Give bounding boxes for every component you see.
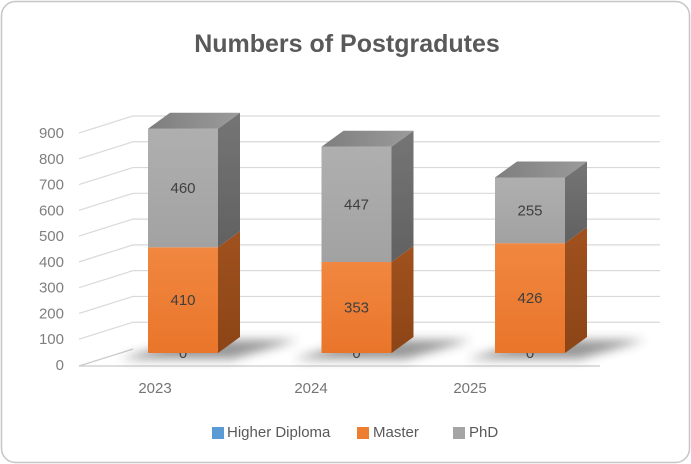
legend-item-master[interactable]: Master	[357, 424, 419, 441]
y-gridline	[78, 218, 660, 237]
y-tick-label: 300	[39, 280, 64, 297]
y-gridline	[78, 192, 660, 211]
y-gridline	[78, 270, 660, 289]
bar-top-face[interactable]	[495, 161, 587, 178]
category-label: 2023	[138, 380, 171, 397]
y-tick-label: 0	[56, 357, 64, 374]
legend-label: PhD	[469, 424, 498, 441]
data-label-phd-2024: 447	[344, 196, 369, 213]
chart-title[interactable]: Numbers of Postgradutes	[194, 30, 500, 58]
y-gridline	[78, 115, 660, 134]
bar-segment-master-2023[interactable]	[148, 247, 218, 353]
data-label-higher-diploma-2025: 0	[526, 345, 534, 362]
y-gridline	[78, 244, 660, 263]
bar-top-face[interactable]	[148, 112, 240, 129]
y-gridline	[78, 141, 660, 160]
y-tick-label: 200	[39, 305, 64, 322]
legend-swatch-icon	[212, 427, 224, 439]
bar-segment-side-phd[interactable]	[565, 161, 587, 244]
floor-left-edge	[78, 348, 134, 367]
y-tick-label: 800	[39, 151, 64, 168]
bar-segment-side-phd[interactable]	[218, 112, 240, 248]
data-label-master-2023: 410	[170, 292, 195, 309]
y-tick-label: 100	[39, 331, 64, 348]
bar-segment-side-phd[interactable]	[391, 130, 414, 262]
y-gridline	[78, 321, 660, 340]
data-label-phd-2025: 255	[517, 202, 542, 219]
y-tick-label: 900	[39, 125, 64, 142]
legend-swatch-icon	[357, 427, 369, 439]
bar-segment-side-master[interactable]	[218, 231, 240, 353]
bar-segment-phd-2024[interactable]	[321, 146, 392, 262]
bar-segment-phd-2025[interactable]	[495, 177, 565, 244]
y-gridline	[78, 166, 660, 186]
bar-segment-master-2024[interactable]	[321, 261, 392, 353]
data-label-higher-diploma-2023: 0	[179, 345, 187, 362]
bar-segment-side-master[interactable]	[391, 245, 414, 353]
y-tick-label: 400	[39, 254, 64, 271]
bar-segment-phd-2023[interactable]	[148, 128, 218, 248]
data-label-higher-diploma-2024: 0	[352, 345, 360, 362]
data-label-master-2024: 353	[344, 299, 369, 316]
y-tick-label: 600	[39, 202, 64, 219]
bar-top-face[interactable]	[321, 130, 414, 147]
category-label: 2024	[294, 380, 327, 397]
legend-label: Higher Diploma	[227, 424, 331, 441]
data-label-master-2025: 426	[517, 290, 542, 307]
y-gridline	[78, 295, 660, 315]
y-tick-label: 500	[39, 228, 64, 245]
legend-item-higher-diploma[interactable]: Higher Diploma	[212, 424, 331, 441]
legend-swatch-icon	[453, 427, 465, 439]
legend-item-phd[interactable]: PhD	[453, 424, 498, 441]
bar-segment-master-2025[interactable]	[495, 243, 565, 353]
category-label: 2025	[453, 380, 486, 397]
y-tick-label: 700	[39, 177, 64, 194]
data-label-phd-2023: 460	[170, 180, 195, 197]
legend-label: Master	[373, 424, 419, 441]
bar-segment-side-master[interactable]	[565, 227, 587, 353]
